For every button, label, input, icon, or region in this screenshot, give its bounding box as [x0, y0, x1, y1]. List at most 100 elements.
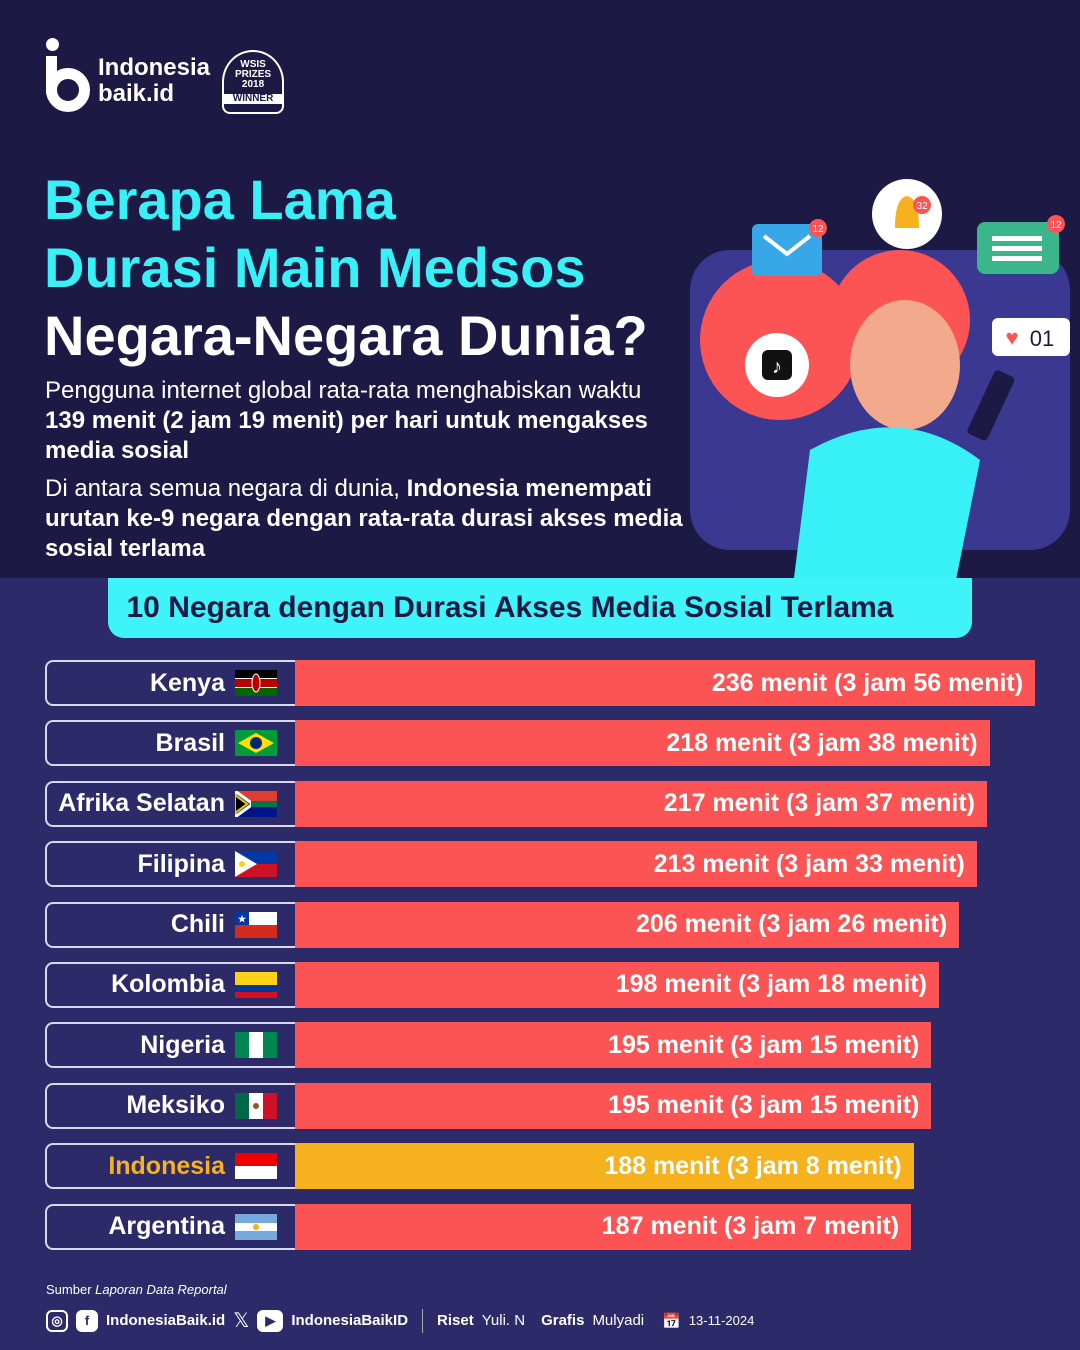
award-text: 2018 — [241, 79, 265, 90]
flag-icon — [235, 851, 277, 878]
desc-text: Di antara semua negara di dunia, — [45, 475, 407, 502]
source: Sumber Laporan Data Reportal — [46, 1282, 227, 1297]
face — [850, 300, 960, 430]
svg-text:12: 12 — [1050, 220, 1062, 231]
data-label: 236 menit (3 jam 56 menit) — [711, 668, 1024, 697]
date: 13-11-2024 — [688, 1313, 755, 1328]
country-label: Afrika Selatan — [45, 780, 295, 827]
flag-icon — [235, 1032, 277, 1059]
country-name: Nigeria — [140, 1030, 225, 1059]
flag-icon: ★ — [235, 911, 277, 938]
title-line3: Negara-Negara Dunia? — [44, 304, 648, 367]
chart-title: 10 Negara dengan Durasi Akses Media Sosi… — [108, 578, 972, 638]
svg-text:★: ★ — [238, 914, 247, 924]
flag-icon — [235, 790, 277, 817]
bar-row: Filipina 213 menit (3 jam 33 menit) — [45, 841, 1035, 888]
bar-row: Nigeria 195 menit (3 jam 15 menit) — [45, 1022, 1035, 1069]
data-label: 188 menit (3 jam 8 menit) — [604, 1151, 902, 1180]
bar: 198 menit (3 jam 18 menit) — [295, 961, 939, 1008]
bar-chart: Kenya 236 menit (3 jam 56 menit) Brasil 218… — [45, 660, 1036, 1264]
country-name: Brasil — [155, 728, 225, 757]
country-name: Kolombia — [111, 970, 225, 999]
bar: 195 menit (3 jam 15 menit) — [295, 1022, 932, 1069]
bar: 187 menit (3 jam 7 menit) — [295, 1203, 912, 1250]
youtube-icon: ▶ — [257, 1309, 284, 1332]
title-line2: Durasi Main Medsos — [44, 236, 586, 299]
riset-value: Yuli. N — [481, 1312, 526, 1329]
svg-text:12: 12 — [812, 224, 824, 235]
phone — [967, 370, 1015, 441]
svg-text:♥: ♥ — [1005, 325, 1018, 350]
bar-row: Kenya 236 menit (3 jam 56 menit) — [45, 660, 1036, 706]
country-name: Meksiko — [126, 1091, 225, 1120]
data-label: 217 menit (3 jam 37 menit) — [663, 789, 975, 818]
desc-text: Pengguna internet global rata-rata mengh… — [45, 377, 642, 404]
country-label: Chili ★ — [45, 901, 295, 948]
bar-row: Afrika Selatan 217 menit (3 jam 37 menit) — [45, 780, 1035, 827]
bar: 195 menit (3 jam 15 menit) — [295, 1082, 932, 1129]
data-label: 195 menit (3 jam 15 menit) — [608, 1030, 920, 1059]
mail-notification-icon: 12 — [752, 219, 827, 276]
social-handle: IndonesiaBaik.id — [106, 1312, 226, 1329]
award-text: WSIS — [240, 59, 266, 70]
data-label: 195 menit (3 jam 15 menit) — [608, 1091, 920, 1120]
country-name: Chili — [170, 910, 225, 939]
instagram-icon: ◎ — [46, 1309, 68, 1332]
country-name: Kenya — [149, 668, 225, 697]
bar: 188 menit (3 jam 8 menit) — [295, 1143, 914, 1190]
award-text: PRIZES — [234, 69, 272, 80]
country-name: Argentina — [108, 1212, 225, 1241]
svg-text:01: 01 — [1030, 326, 1054, 351]
country-label: Meksiko — [45, 1082, 295, 1129]
wsis-award-badge: WSIS PRIZES 2018 WINNER — [222, 50, 285, 114]
grafis-value: Mulyadi — [592, 1312, 645, 1329]
calendar-icon: 📅 — [662, 1312, 681, 1330]
data-label: 213 menit (3 jam 33 menit) — [653, 849, 965, 878]
bell-notification-icon: 32 — [872, 179, 942, 249]
flag-icon — [235, 971, 277, 998]
data-label: 198 menit (3 jam 18 menit) — [615, 970, 927, 999]
country-label: Kolombia — [45, 961, 295, 1008]
bar-row: Kolombia 198 menit (3 jam 18 menit) — [45, 961, 1035, 1008]
grafis-label: Grafis — [541, 1312, 585, 1329]
bar: 218 menit (3 jam 38 menit) — [295, 720, 990, 767]
logo-mark — [44, 38, 94, 112]
x-icon: 𝕏 — [233, 1310, 250, 1332]
desc-bold: Indonesia menempati urutan ke-9 negara d… — [45, 475, 683, 562]
chat-notification-icon: 12 — [977, 215, 1065, 274]
data-label: 206 menit (3 jam 26 menit) — [635, 910, 948, 939]
bar-row: Brasil 218 menit (3 jam 38 menit) — [45, 720, 1035, 767]
source-label: Sumber — [46, 1282, 96, 1297]
bar: 206 menit (3 jam 26 menit) — [295, 901, 960, 948]
like-counter: ♥ 01 — [992, 318, 1070, 356]
description: Pengguna internet global rata-rata mengh… — [45, 376, 685, 572]
bar-row: Indonesia 188 menit (3 jam 8 menit) — [45, 1143, 1035, 1190]
divider — [422, 1308, 424, 1333]
country-name: Afrika Selatan — [58, 789, 225, 818]
bar: 213 menit (3 jam 33 menit) — [295, 841, 977, 888]
country-label: Argentina — [45, 1203, 295, 1250]
data-label: 187 menit (3 jam 7 menit) — [601, 1212, 900, 1241]
bar-row: Chili ★ 206 menit (3 jam 26 menit) — [45, 901, 1035, 948]
country-name: Filipina — [137, 849, 226, 878]
logo-line1: Indonesia — [98, 54, 211, 81]
footer: ◎ f IndonesiaBaik.id 𝕏 ▶ IndonesiaBaikID… — [46, 1308, 754, 1333]
country-label: Nigeria — [45, 1022, 295, 1069]
country-name: Indonesia — [108, 1151, 225, 1180]
flag-icon — [235, 1213, 277, 1240]
bar-row: Meksiko 195 menit (3 jam 15 menit) — [45, 1082, 1035, 1129]
desc-bold: 139 menit (2 jam 19 menit) per hari untu… — [45, 407, 648, 464]
country-label: Brasil — [45, 720, 295, 767]
country-label: Filipina — [45, 841, 295, 888]
bar-row: Argentina 187 menit (3 jam 7 menit) — [45, 1203, 1035, 1250]
riset-label: Riset — [437, 1312, 474, 1329]
flag-icon — [235, 670, 277, 696]
flag-icon — [235, 730, 277, 757]
logo-line2: baik.id — [98, 80, 175, 107]
woman-with-phone-illustration: 12 32 12 ♥ 01 ♪ — [690, 179, 1070, 610]
shirt — [790, 427, 980, 610]
flag-icon — [235, 1153, 277, 1180]
facebook-icon: f — [76, 1309, 98, 1332]
svg-text:♪: ♪ — [772, 356, 782, 378]
tiktok-icon: ♪ — [745, 333, 809, 397]
